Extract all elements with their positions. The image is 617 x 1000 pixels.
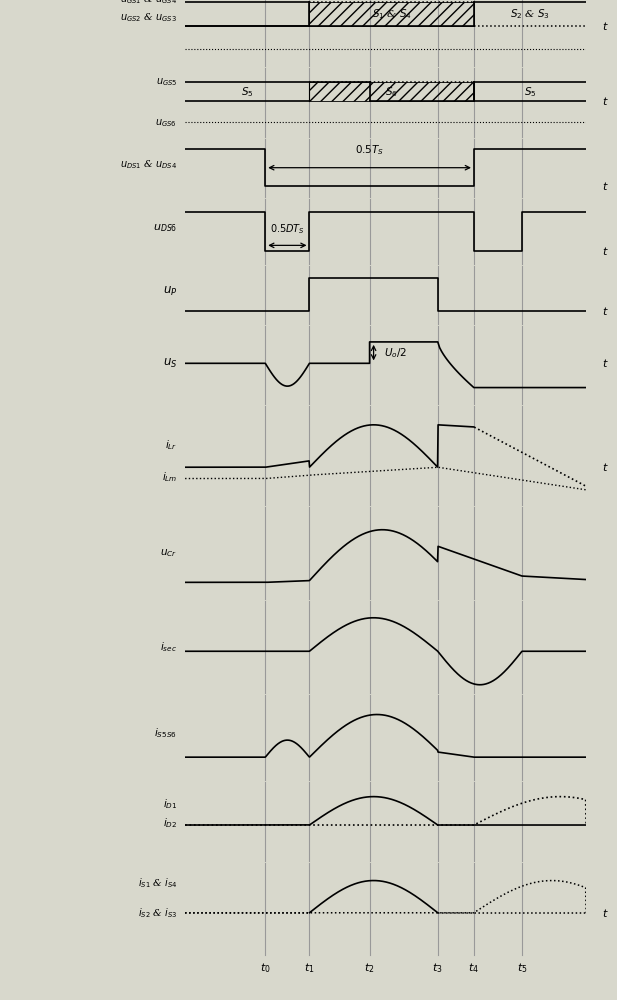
Text: $u_{GS1}$ & $u_{GS4}$: $u_{GS1}$ & $u_{GS4}$ bbox=[120, 0, 177, 6]
Text: $t_1$: $t_1$ bbox=[304, 961, 315, 975]
Text: $i_{Lm}$: $i_{Lm}$ bbox=[162, 470, 177, 484]
Text: $i_{sec}$: $i_{sec}$ bbox=[160, 640, 177, 654]
Text: $U_o / 2$: $U_o / 2$ bbox=[384, 346, 407, 360]
Text: $t_3$: $t_3$ bbox=[433, 961, 443, 975]
Text: $t$: $t$ bbox=[602, 245, 609, 257]
Text: $0.5T_S$: $0.5T_S$ bbox=[355, 143, 384, 157]
Text: $i_{D2}$: $i_{D2}$ bbox=[163, 816, 177, 830]
Text: $S_6$: $S_6$ bbox=[385, 85, 398, 99]
Text: $t$: $t$ bbox=[602, 461, 609, 473]
Text: $u_{DS1}$ & $u_{DS4}$: $u_{DS1}$ & $u_{DS4}$ bbox=[120, 158, 177, 171]
Text: $u_P$: $u_P$ bbox=[163, 285, 177, 298]
Text: $i_{S5S6}$: $i_{S5S6}$ bbox=[154, 727, 177, 740]
Text: $u_{GS2}$ & $u_{GS3}$: $u_{GS2}$ & $u_{GS3}$ bbox=[120, 11, 177, 24]
Bar bbox=[309, 82, 474, 101]
Text: $u_{GS5}$: $u_{GS5}$ bbox=[155, 76, 177, 88]
Text: $i_{Lr}$: $i_{Lr}$ bbox=[165, 439, 177, 452]
Text: $t$: $t$ bbox=[602, 907, 609, 919]
Text: $t_0$: $t_0$ bbox=[260, 961, 271, 975]
Text: $t$: $t$ bbox=[602, 95, 609, 107]
Text: $u_{GS6}$: $u_{GS6}$ bbox=[155, 117, 177, 129]
Text: $i_{S1}$ & $i_{S4}$: $i_{S1}$ & $i_{S4}$ bbox=[138, 876, 177, 890]
Text: $t$: $t$ bbox=[602, 20, 609, 32]
Text: $t_2$: $t_2$ bbox=[364, 961, 375, 975]
Text: $i_{S2}$ & $i_{S3}$: $i_{S2}$ & $i_{S3}$ bbox=[138, 907, 177, 920]
Bar bbox=[309, 2, 474, 26]
Text: $i_{D1}$: $i_{D1}$ bbox=[163, 797, 177, 811]
Text: $t$: $t$ bbox=[602, 305, 609, 317]
Text: $u_S$: $u_S$ bbox=[163, 357, 177, 370]
Text: $t_5$: $t_5$ bbox=[516, 961, 528, 975]
Text: $S_2$ & $S_3$: $S_2$ & $S_3$ bbox=[510, 7, 550, 21]
Text: $t$: $t$ bbox=[602, 180, 609, 192]
Text: $u_{DS6}$: $u_{DS6}$ bbox=[153, 222, 177, 234]
Text: $u_{Cr}$: $u_{Cr}$ bbox=[160, 547, 177, 559]
Text: $t_4$: $t_4$ bbox=[468, 961, 479, 975]
Text: $t$: $t$ bbox=[602, 357, 609, 369]
Text: $0.5DT_S$: $0.5DT_S$ bbox=[270, 222, 305, 236]
Text: $S_5$: $S_5$ bbox=[241, 85, 254, 99]
Text: $S_1$ & $S_4$: $S_1$ & $S_4$ bbox=[371, 7, 412, 21]
Text: $S_5$: $S_5$ bbox=[524, 85, 536, 99]
